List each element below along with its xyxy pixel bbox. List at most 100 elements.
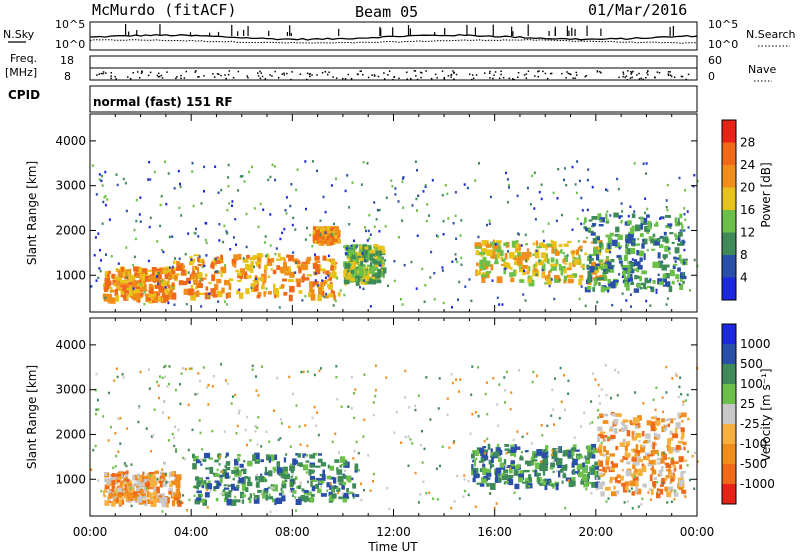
heatmap-cell [342,493,349,499]
heatmap-cell [104,296,107,300]
heatmap-cell [297,485,302,490]
heatmap-cell [631,258,634,261]
heatmap-cell [351,254,356,257]
nave-dot [309,75,311,78]
heatmap-cell [580,480,585,485]
heatmap-cell [288,279,294,283]
colorbar-frame [721,119,737,301]
heatmap-cell [384,225,387,228]
heatmap-cell [510,277,515,283]
time-tick-label: 00:00 [73,525,108,539]
heatmap-cell [161,501,166,508]
heatmap-cell [161,478,165,481]
heatmap-cell [140,500,146,504]
nave-dot [687,73,690,76]
heatmap-cell [626,430,631,437]
heatmap-cell [583,482,589,488]
heatmap-cell [605,500,608,503]
heatmap-cell [157,384,160,387]
heatmap-cell [377,268,382,275]
heatmap-cell [429,276,432,279]
heatmap-cell [662,453,667,460]
heatmap-cell [324,237,329,244]
heatmap-cell [509,467,512,470]
heatmap-cell [479,468,484,473]
heatmap-cell [652,481,657,487]
heatmap-cell [301,299,304,302]
heatmap-cell [278,306,281,309]
heatmap-cell [283,266,289,272]
heatmap-cell [356,271,360,278]
heatmap-cell [190,367,193,370]
heatmap-cell [613,485,616,490]
heatmap-cell [492,245,499,249]
heatmap-cell [673,492,679,497]
heatmap-cell [253,207,256,210]
heatmap-cell [675,372,677,376]
heatmap-cell [373,201,376,204]
heatmap-cell [594,466,600,470]
heatmap-cell [237,272,243,276]
heatmap-cell [496,443,500,450]
heatmap-cell [254,429,257,433]
heatmap-cell [510,391,513,394]
nave-dot [350,78,353,80]
heatmap-cell [680,472,684,478]
heatmap-cell [104,288,108,292]
heatmap-cell [582,462,585,468]
heatmap-cell [353,416,356,420]
heatmap-cell [331,489,333,492]
heatmap-cell [663,231,667,236]
heatmap-cell [613,428,618,434]
heatmap-cell [135,198,138,202]
heatmap-cell [268,440,271,443]
heatmap-cell [337,475,344,483]
nave-dot [129,77,132,80]
heatmap-cell [315,424,318,427]
heatmap-cell [227,280,230,286]
nave-dot [443,77,445,79]
nave-dot [544,72,547,75]
heatmap-cell [188,281,191,284]
heatmap-cell [677,412,681,419]
heatmap-cell [171,235,174,238]
nave-dot [246,75,248,77]
heatmap-cell [446,397,449,400]
heatmap-cell [645,299,648,303]
heatmap-cell [214,270,217,273]
heatmap-cell [664,281,671,287]
heatmap-cell [246,275,252,279]
heatmap-cell [560,270,564,276]
colorbar-tick-label: 500 [740,357,763,371]
heatmap-cell [122,270,126,278]
heatmap-cell [677,220,680,226]
heatmap-cell [192,204,195,208]
heatmap-cell [620,459,624,463]
nsky-tick-top: 10^5 [55,18,85,31]
heatmap-cell [226,382,229,385]
heatmap-cell [331,493,337,499]
heatmap-cell [127,494,134,501]
heatmap-cell [358,469,361,472]
heatmap-cell [234,458,239,466]
heatmap-cell [533,453,538,458]
heatmap-cell [157,272,160,275]
heatmap-cell [291,223,294,227]
heatmap-cell [163,269,168,274]
heatmap-cell [475,246,482,249]
heatmap-cell [243,476,249,479]
heatmap-cell [140,285,146,290]
heatmap-cell [139,220,142,223]
heatmap-cell [561,213,563,217]
heatmap-cell [551,388,554,392]
heatmap-cell [621,469,624,472]
heatmap-cell [526,266,529,273]
nave-dot [622,71,624,73]
heatmap-cell [397,236,400,239]
heatmap-cell [529,203,532,206]
heatmap-cell [637,264,643,270]
heatmap-cell [480,452,483,456]
heatmap-cell [117,417,120,421]
heatmap-cell [366,239,369,242]
nave-dot [419,71,422,74]
